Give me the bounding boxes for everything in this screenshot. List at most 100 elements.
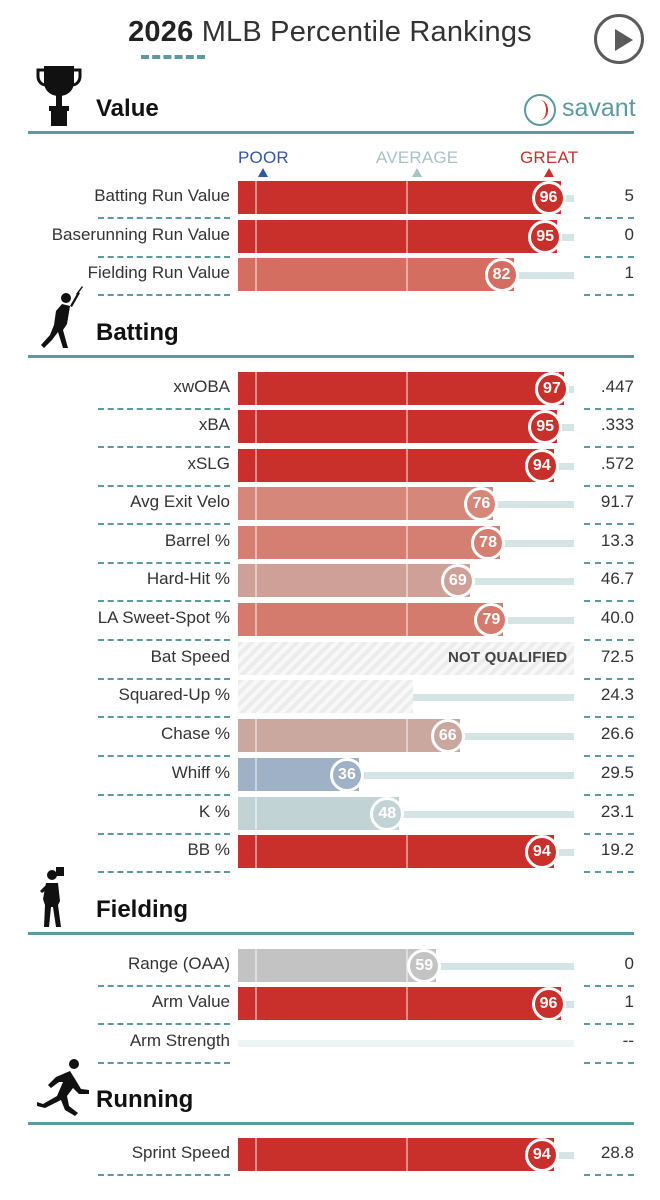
section-title: Fielding (96, 896, 188, 923)
metric-value: 46.7 (600, 569, 634, 588)
metric-row[interactable]: Hard-Hit % 69 46.7 (0, 562, 660, 602)
metric-row[interactable]: Sprint Speed 94 28.8 (0, 1136, 660, 1176)
percentile-badge: 36 (329, 758, 364, 792)
metric-label: xwOBA (173, 377, 230, 396)
percentile-bar (238, 949, 437, 982)
axis-poor-label: POOR (238, 148, 289, 177)
bar-gridline (254, 797, 257, 830)
metric-row[interactable]: Barrel % 78 13.3 (0, 524, 660, 564)
metric-label: xSLG (187, 454, 230, 473)
metric-row[interactable]: xBA 95 .333 (0, 408, 660, 448)
metric-row[interactable]: Chase % 66 26.6 (0, 717, 660, 757)
savant-brand[interactable]: savant (524, 92, 636, 128)
metric-row[interactable]: Range (OAA) 59 0 (0, 947, 660, 987)
percentile-badge: 95 (528, 410, 563, 444)
metric-row[interactable]: BB % 94 19.2 (0, 833, 660, 873)
metric-value: -- (622, 1031, 634, 1050)
title-bar: 2026 MLB Percentile Rankings (0, 0, 660, 70)
row-divider (98, 871, 230, 873)
section-fielding: Fielding (28, 867, 634, 935)
metric-row[interactable]: Arm Value 96 1 (0, 985, 660, 1025)
bar-gridline (254, 758, 257, 791)
percentile-track (238, 811, 574, 818)
metric-row[interactable]: K % 48 23.1 (0, 795, 660, 835)
percentile-badge: 76 (464, 487, 499, 521)
axis-average-label: AVERAGE (376, 148, 459, 177)
bar-gridline (406, 719, 408, 752)
metric-label: Avg Exit Velo (130, 492, 230, 511)
metric-row[interactable]: xSLG 94 .572 (0, 447, 660, 487)
percentile-badge: 94 (524, 835, 559, 869)
metric-value: 29.5 (600, 763, 634, 782)
row-divider (584, 755, 634, 757)
section-value: Value (28, 66, 634, 134)
row-divider (584, 408, 634, 410)
metric-value: 0 (624, 225, 634, 244)
percentile-badge: 96 (531, 181, 566, 215)
metric-label: K % (198, 802, 230, 821)
metric-row[interactable]: xwOBA 97 .447 (0, 370, 660, 410)
bar-gridline (254, 220, 257, 253)
percentile-badge: 95 (528, 220, 563, 254)
row-divider (98, 1023, 230, 1025)
metric-row[interactable]: Bat Speed NOT QUALIFIED 72.5 (0, 640, 660, 680)
row-divider (98, 639, 230, 641)
percentile-badge: 59 (407, 949, 442, 983)
metric-label: Sprint Speed (131, 1143, 230, 1162)
savant-logo-text: savant (562, 94, 636, 122)
metric-row[interactable]: Fielding Run Value 82 1 (0, 256, 660, 296)
row-divider (98, 1062, 230, 1064)
metric-value: .333 (600, 415, 634, 434)
bar-gridline (254, 487, 257, 520)
bar-gridline (406, 603, 408, 636)
metric-row[interactable]: Arm Strength -- (0, 1024, 660, 1064)
percentile-bar (238, 1138, 554, 1171)
metric-value: 72.5 (600, 647, 634, 666)
metric-label: Bat Speed (150, 647, 230, 666)
metric-value: .572 (600, 454, 634, 473)
metric-row[interactable]: Baserunning Run Value 95 0 (0, 218, 660, 258)
row-divider (98, 833, 230, 835)
percentile-badge: 94 (524, 1138, 559, 1172)
metric-row[interactable]: Whiff % 36 29.5 (0, 756, 660, 796)
metric-label: BB % (187, 840, 230, 859)
row-divider (98, 678, 230, 680)
row-divider (584, 871, 634, 873)
bar-gridline (254, 258, 257, 291)
bar-gridline (406, 258, 408, 291)
row-divider (584, 833, 634, 835)
metric-label: Chase % (161, 724, 230, 743)
metric-row[interactable]: Avg Exit Velo 76 91.7 (0, 485, 660, 525)
row-divider (98, 755, 230, 757)
row-divider (98, 446, 230, 448)
row-divider (584, 1174, 634, 1176)
metric-row[interactable]: LA Sweet-Spot % 79 40.0 (0, 601, 660, 641)
page-title: 2026 MLB Percentile Rankings (0, 16, 660, 49)
row-divider (98, 485, 230, 487)
row-divider (98, 294, 230, 296)
percentile-badge: 69 (440, 564, 475, 598)
bar-gridline (254, 372, 257, 405)
metric-value: 23.1 (600, 802, 634, 821)
bar-gridline (254, 181, 257, 214)
metric-label: Arm Strength (129, 1031, 230, 1050)
percentile-bar (238, 372, 564, 405)
play-button[interactable] (594, 14, 644, 64)
percentile-badge: 96 (531, 987, 566, 1021)
metric-label: Barrel % (164, 531, 230, 550)
section-running: Running (28, 1059, 634, 1125)
bar-gridline (254, 949, 257, 982)
section-title: Value (96, 95, 159, 122)
row-divider (98, 600, 230, 602)
section-title: Batting (96, 319, 179, 346)
percentile-badge: 82 (484, 258, 519, 292)
runner-icon (36, 1055, 92, 1124)
percentile-bar (238, 603, 504, 636)
metric-row[interactable]: Squared-Up % 24.3 (0, 678, 660, 718)
row-divider (584, 716, 634, 718)
percentile-bar (238, 449, 554, 482)
metric-value: 1 (624, 263, 634, 282)
metric-label: LA Sweet-Spot % (97, 608, 230, 627)
metric-row[interactable]: Batting Run Value 96 5 (0, 179, 660, 219)
row-divider (584, 256, 634, 258)
